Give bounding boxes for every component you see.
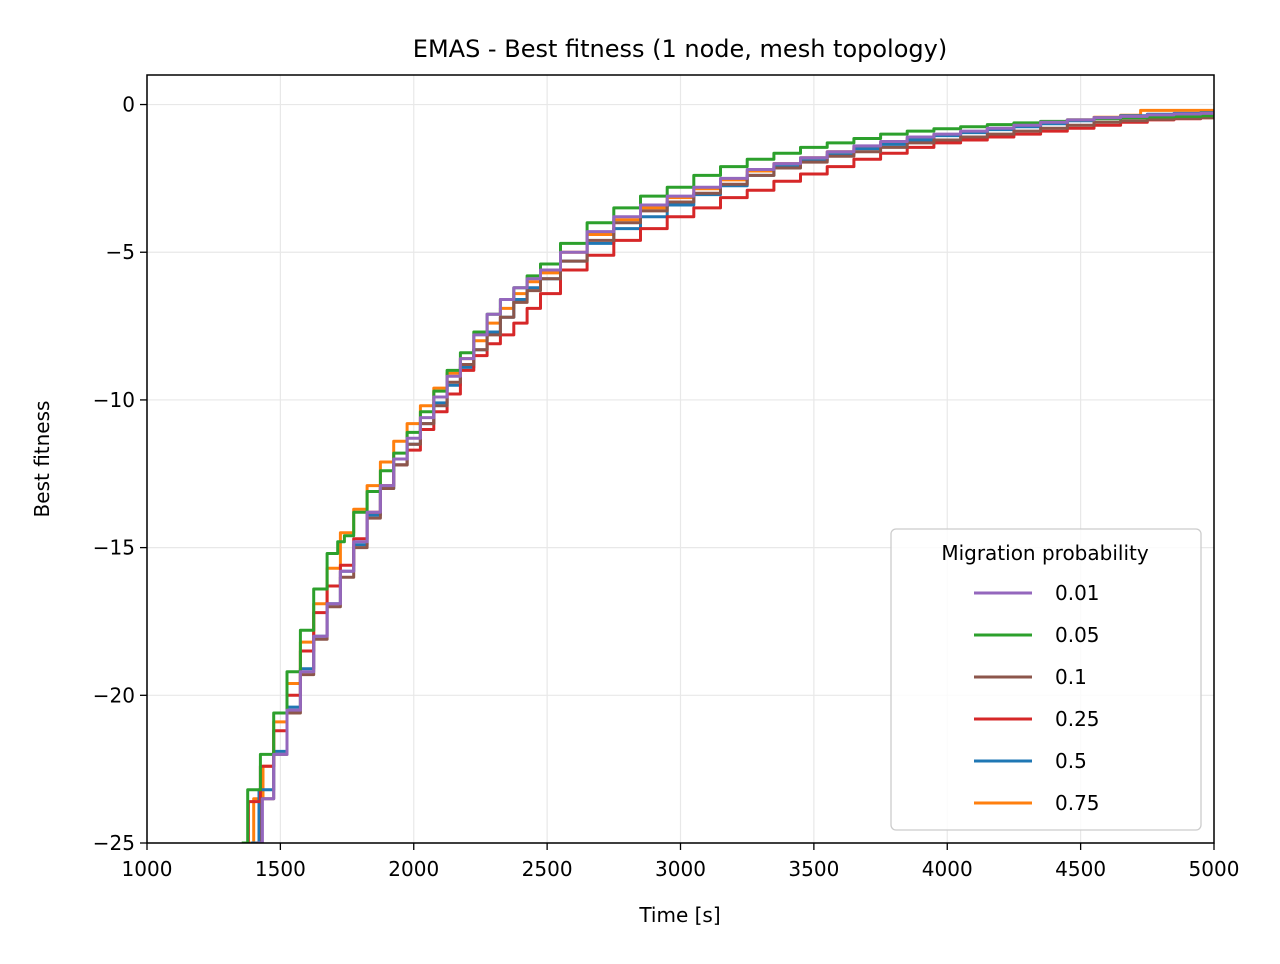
x-tick-label: 3500: [788, 857, 839, 881]
series-line-0.25: [243, 116, 1214, 843]
x-tick-label: 3000: [655, 857, 706, 881]
x-tick-label: 4000: [922, 857, 973, 881]
y-tick-label: −25: [93, 831, 135, 855]
legend-label-0.25: 0.25: [1055, 707, 1100, 731]
x-tick-label: 2000: [388, 857, 439, 881]
x-axis-label: Time [s]: [638, 903, 720, 927]
legend-label-0.75: 0.75: [1055, 791, 1100, 815]
y-axis: 0 −5 −10 −15 −20 −25: [93, 93, 147, 855]
legend-label-0.05: 0.05: [1055, 623, 1100, 647]
legend-label-0.1: 0.1: [1055, 665, 1087, 689]
y-tick-label: −15: [93, 536, 135, 560]
x-tick-label: 2500: [522, 857, 573, 881]
y-axis-label: Best fitness: [30, 401, 54, 518]
chart-title: EMAS - Best fitness (1 node, mesh topolo…: [413, 35, 947, 63]
x-tick-label: 4500: [1055, 857, 1106, 881]
plot-area: [241, 108, 1214, 843]
legend-box: [890, 528, 1202, 831]
series-line-0.01: [257, 111, 1214, 843]
x-tick-label: 5000: [1189, 857, 1240, 881]
x-tick-label: 1500: [255, 857, 306, 881]
y-tick-label: −20: [93, 683, 135, 707]
legend-title: Migration probability: [941, 541, 1149, 565]
legend-label-0.01: 0.01: [1055, 581, 1100, 605]
x-tick-label: 1000: [122, 857, 173, 881]
legend: Migration probability 0.01 0.05 0.1 0.25 0.5…: [890, 528, 1202, 831]
x-axis: 1000 1500 2000 2500 3000 3500 4000 4500 5000: [122, 843, 1240, 881]
legend-label-0.5: 0.5: [1055, 749, 1087, 773]
y-tick-label: −10: [93, 388, 135, 412]
y-tick-label: −5: [106, 240, 135, 264]
y-tick-label: 0: [122, 93, 135, 117]
legend-entries: 0.01 0.05 0.1 0.25 0.5 0.75: [974, 581, 1100, 815]
